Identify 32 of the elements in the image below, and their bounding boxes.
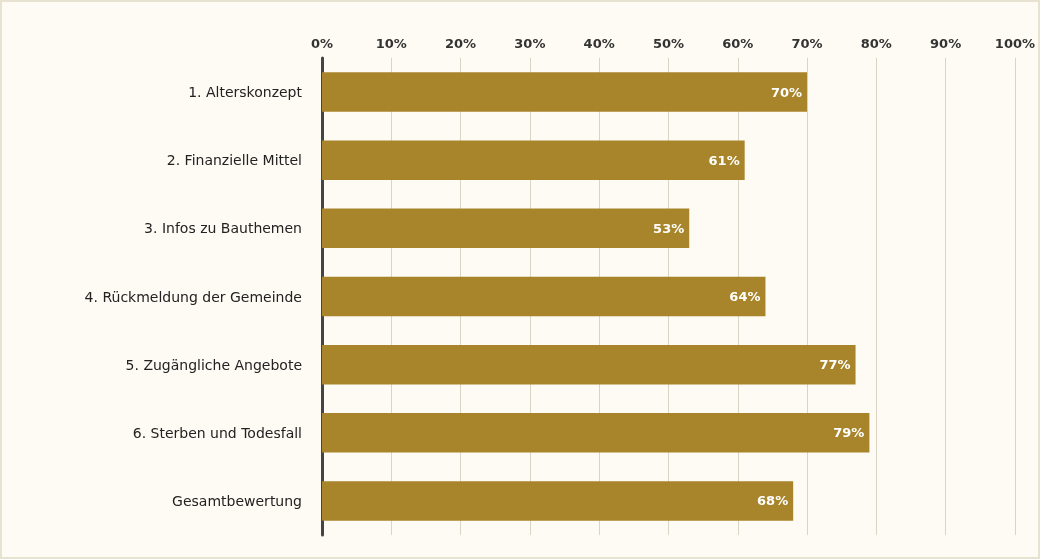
bar bbox=[322, 344, 856, 385]
bar bbox=[322, 276, 766, 317]
data-label: 61% bbox=[708, 152, 740, 168]
y-tick-label: 2. Finanzielle Mittel bbox=[166, 152, 302, 169]
x-tick-label: 60% bbox=[722, 36, 754, 51]
bar bbox=[322, 72, 808, 112]
y-tick-label: 1. Alterskonzept bbox=[188, 84, 303, 101]
data-label: 70% bbox=[770, 84, 803, 100]
x-tick-label: 30% bbox=[514, 36, 546, 51]
x-tick-label: 80% bbox=[860, 36, 892, 51]
data-label: 53% bbox=[653, 220, 685, 236]
bar bbox=[322, 481, 794, 521]
data-label: 79% bbox=[833, 425, 865, 441]
data-label: 64% bbox=[729, 289, 761, 304]
x-tick-label: 70% bbox=[791, 36, 823, 51]
bar bbox=[322, 140, 745, 180]
y-tick-label: 4. Rückmeldung der Gemeinde bbox=[84, 288, 302, 305]
x-tick-label: 90% bbox=[930, 36, 962, 51]
x-tick-label: 50% bbox=[652, 36, 685, 51]
y-tick-label: Gesamtbewertung bbox=[172, 492, 302, 509]
x-tick-label: 100% bbox=[994, 36, 1036, 51]
bar bbox=[322, 413, 870, 453]
x-tick-label: 10% bbox=[375, 36, 407, 51]
y-tick-label: 3. Infos zu Bauthemen bbox=[144, 220, 302, 237]
data-label: 68% bbox=[757, 493, 789, 509]
x-tick-label: 0% bbox=[310, 36, 334, 51]
x-tick-label: 40% bbox=[583, 36, 615, 51]
y-tick-label: 5. Zugängliche Angebote bbox=[125, 356, 302, 373]
x-tick-label: 20% bbox=[445, 36, 477, 51]
y-tick-label: 6. Sterben und Todesfall bbox=[132, 424, 302, 441]
data-label: 77% bbox=[819, 357, 851, 373]
bar bbox=[322, 208, 690, 249]
